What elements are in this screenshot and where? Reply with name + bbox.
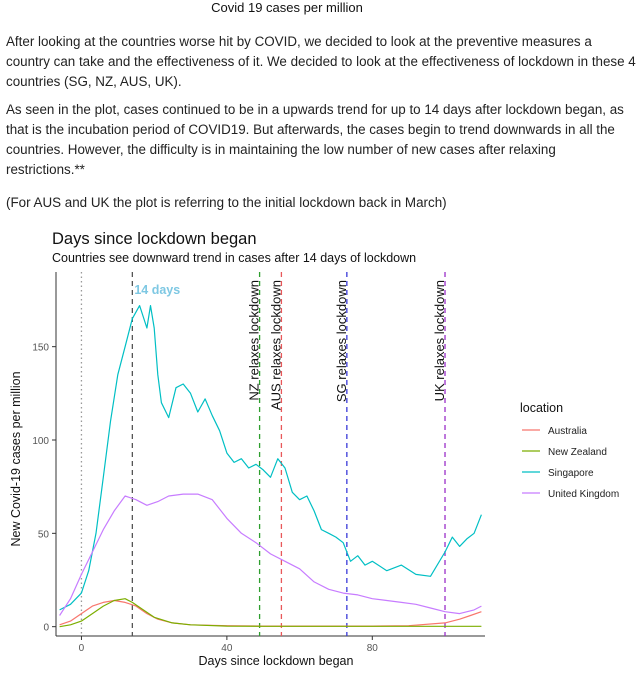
y-tick-label: 0 [43, 623, 49, 634]
annotation-label: SG relaxes lockdown [334, 280, 349, 402]
chart-title: Days since lockdown began [52, 230, 257, 248]
annotation-label: NZ relaxes lockdown [247, 280, 262, 401]
annotation-label: AUS relaxes lockdown [268, 280, 283, 410]
chart-svg: Days since lockdown began Countries see … [9, 230, 619, 668]
y-tick-label: 100 [32, 436, 49, 447]
intro-paragraph: After looking at the countries worse hit… [6, 34, 636, 89]
annotation-label: 14 days [134, 283, 180, 297]
note-paragraph: (For AUS and UK the plot is referring to… [6, 195, 447, 210]
legend-label: Singapore [548, 468, 594, 479]
x-tick-label: 0 [79, 643, 85, 654]
x-axis-label: Days since lockdown began [199, 654, 354, 668]
legend-label: Australia [548, 426, 587, 437]
legend-label: New Zealand [548, 447, 607, 458]
annotation-label: UK relaxes lockdown [432, 280, 447, 401]
series-line [59, 493, 482, 616]
x-tick-label: 80 [367, 643, 379, 654]
x-tick-label: 40 [221, 643, 233, 654]
page-title: Covid 19 cases per million [211, 0, 363, 15]
series-line [59, 598, 482, 628]
plot-area: 0 50 100 150 0 40 80 14 days NZ relaxes lockdown… [32, 272, 485, 654]
y-tick-label: 50 [38, 529, 50, 540]
y-axis-label: New Covid-19 cases per million [9, 371, 23, 546]
y-tick-label: 150 [32, 343, 49, 354]
series-line [59, 304, 482, 611]
legend: location Australia New Zealand Singapore Un… [520, 401, 619, 500]
chart-subtitle: Countries see downward trend in cases af… [52, 251, 416, 265]
legend-label: United Kingdom [548, 489, 619, 500]
legend-title: location [520, 401, 563, 415]
lockdown-chart: Days since lockdown began Countries see … [0, 222, 644, 678]
analysis-paragraph: As seen in the plot, cases continued to … [6, 102, 624, 177]
